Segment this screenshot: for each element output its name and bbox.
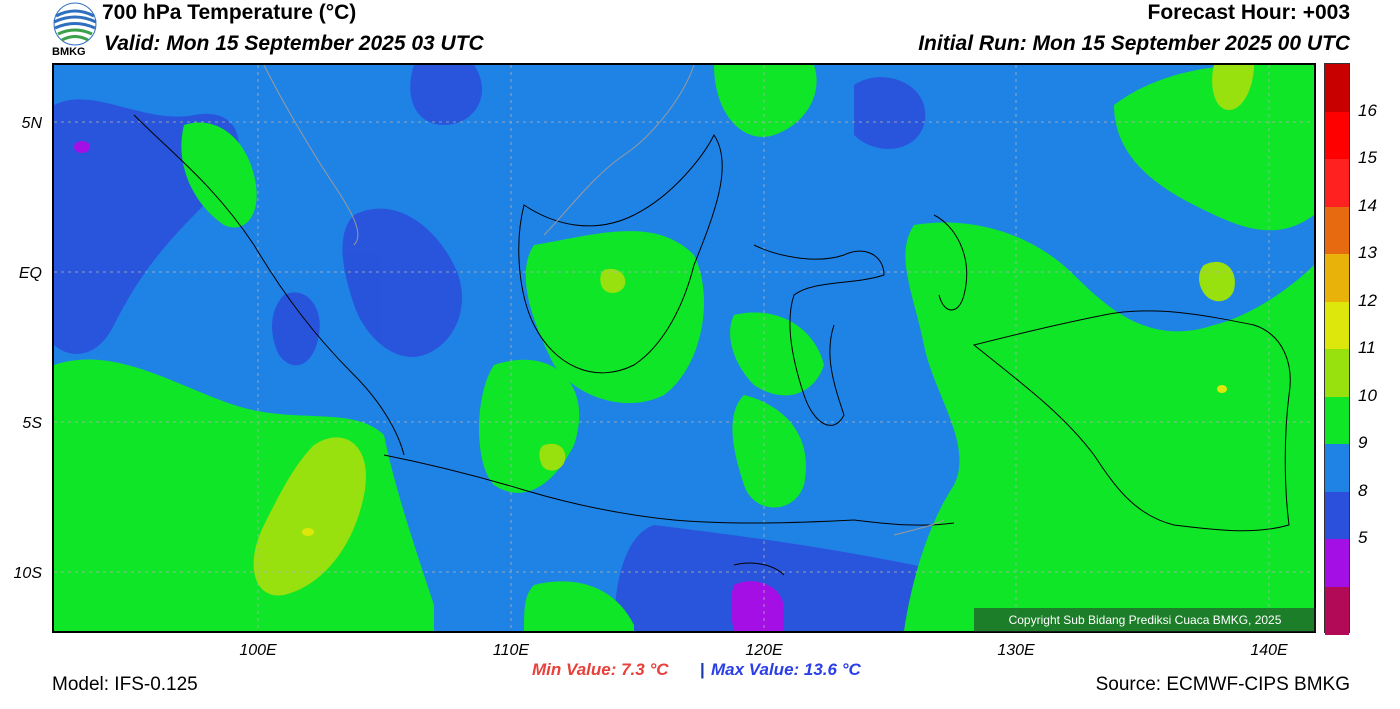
colorbar-label: 10 <box>1358 385 1377 405</box>
colorbar-label: 14 <box>1358 195 1377 215</box>
colorbar-label: 15 <box>1358 148 1377 167</box>
lon-label-130e: 130E <box>997 642 1035 659</box>
lon-label-100e: 100E <box>239 642 277 659</box>
logo-text: BMKG <box>52 46 86 58</box>
colorbar <box>1324 63 1350 635</box>
colorbar-segment <box>1325 159 1349 207</box>
colorbar-label: 12 <box>1358 290 1377 310</box>
lat-label-5n: 5N <box>21 115 42 132</box>
lon-label-110e: 110E <box>492 642 530 659</box>
lon-label-140e: 140E <box>1250 642 1288 659</box>
valid-time: Valid: Mon 15 September 2025 03 UTC <box>104 32 484 55</box>
colorbar-segment <box>1325 586 1349 635</box>
lat-label-5s: 5S <box>22 415 42 432</box>
data-source: Source: ECMWF-CIPS BMKG <box>1095 674 1350 695</box>
map-field <box>54 65 1314 631</box>
max-value: Max Value: 13.6 °C <box>711 660 861 679</box>
model-name: Model: IFS-0.125 <box>52 674 198 695</box>
temperature-map <box>52 63 1316 633</box>
initial-run: Initial Run: Mon 15 September 2025 00 UT… <box>918 32 1350 55</box>
colorbar-segment <box>1325 396 1349 445</box>
copyright-notice: Copyright Sub Bidang Prediksi Cuaca BMKG… <box>974 608 1316 632</box>
lat-label-10s: 10S <box>13 565 42 582</box>
colorbar-label: 11 <box>1358 338 1376 357</box>
forecast-hour: Forecast Hour: +003 <box>1147 1 1351 24</box>
colorbar-label: 16 <box>1358 100 1377 120</box>
bmkg-logo <box>53 2 97 46</box>
colorbar-segment <box>1325 539 1349 587</box>
min-value: Min Value: 7.3 °C <box>532 660 669 679</box>
chart-title: 700 hPa Temperature (°C) <box>102 1 357 24</box>
colorbar-segment <box>1325 349 1349 397</box>
lon-label-120e: 120E <box>745 642 783 659</box>
colorbar-segment <box>1325 111 1349 160</box>
value-separator: | <box>700 660 705 679</box>
colorbar-segment <box>1325 254 1349 302</box>
colorbar-label: 9 <box>1358 433 1368 452</box>
colorbar-segment <box>1325 64 1349 112</box>
colorbar-segment <box>1325 444 1349 492</box>
colorbar-segment <box>1325 206 1349 255</box>
colorbar-label: 13 <box>1358 243 1377 262</box>
colorbar-segment <box>1325 491 1349 540</box>
lat-label-eq: EQ <box>18 265 42 282</box>
colorbar-label: 5 <box>1358 528 1368 547</box>
colorbar-segment <box>1325 301 1349 350</box>
colorbar-label: 8 <box>1358 480 1368 500</box>
